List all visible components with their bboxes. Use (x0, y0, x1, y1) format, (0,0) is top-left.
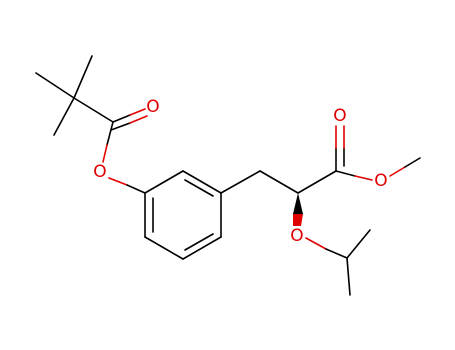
atom-label: O (333, 106, 346, 126)
atom-label: O (146, 97, 159, 117)
atom-label: O (374, 171, 387, 191)
wedge-bond (293, 214, 303, 226)
wedge-bond (293, 193, 303, 214)
atom-label: O (290, 226, 303, 246)
atom-label: O (93, 162, 106, 182)
bonds (35, 55, 421, 296)
